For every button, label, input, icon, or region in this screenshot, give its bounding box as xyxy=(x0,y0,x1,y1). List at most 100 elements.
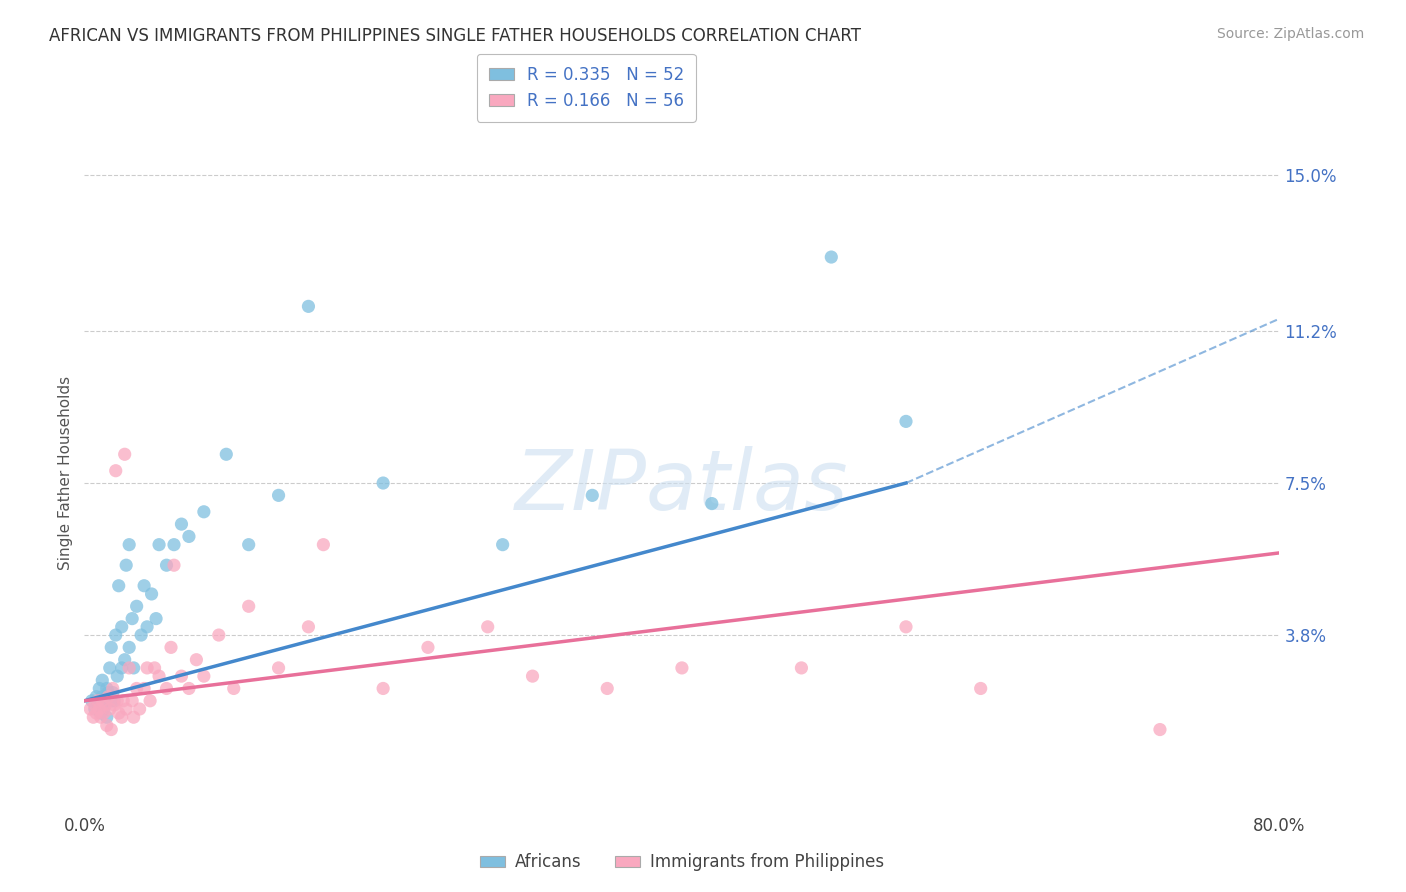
Point xyxy=(103,698,125,712)
Point xyxy=(89,702,111,716)
Point xyxy=(148,669,170,683)
Point xyxy=(163,558,186,573)
Point xyxy=(132,681,156,696)
Point xyxy=(1149,723,1171,737)
Point xyxy=(790,661,813,675)
Point xyxy=(122,710,145,724)
Point xyxy=(89,681,111,696)
Point xyxy=(79,702,101,716)
Text: Source: ZipAtlas.com: Source: ZipAtlas.com xyxy=(1216,27,1364,41)
Point xyxy=(596,681,619,696)
Point xyxy=(111,661,134,675)
Point xyxy=(177,681,200,696)
Point xyxy=(114,447,136,461)
Point xyxy=(91,690,114,704)
Point xyxy=(136,661,159,675)
Point xyxy=(122,661,145,675)
Point xyxy=(170,669,193,683)
Point xyxy=(581,488,603,502)
Legend: Africans, Immigrants from Philippines: Africans, Immigrants from Philippines xyxy=(474,847,890,878)
Point xyxy=(148,538,170,552)
Point xyxy=(96,681,118,696)
Point xyxy=(700,497,723,511)
Point xyxy=(894,414,917,428)
Point xyxy=(894,620,917,634)
Point xyxy=(115,702,138,716)
Point xyxy=(86,690,108,704)
Point xyxy=(90,706,112,720)
Point xyxy=(121,694,143,708)
Point xyxy=(139,694,162,708)
Point xyxy=(111,620,134,634)
Point xyxy=(94,694,117,708)
Point xyxy=(91,694,114,708)
Point xyxy=(125,681,148,696)
Point xyxy=(371,681,394,696)
Point xyxy=(82,710,104,724)
Point xyxy=(297,620,319,634)
Point xyxy=(121,612,143,626)
Point xyxy=(222,681,245,696)
Point xyxy=(267,661,290,675)
Point xyxy=(107,706,129,720)
Point xyxy=(193,669,215,683)
Text: ZIPatlas: ZIPatlas xyxy=(515,446,849,527)
Point xyxy=(89,694,111,708)
Point xyxy=(416,640,439,655)
Point xyxy=(145,612,167,626)
Point xyxy=(297,299,319,313)
Point xyxy=(83,702,105,716)
Point xyxy=(163,538,186,552)
Point xyxy=(112,694,135,708)
Point xyxy=(111,710,134,724)
Point xyxy=(215,447,238,461)
Point xyxy=(115,558,138,573)
Point xyxy=(104,464,127,478)
Point xyxy=(970,681,993,696)
Point xyxy=(93,706,115,720)
Point xyxy=(125,599,148,614)
Point xyxy=(155,558,177,573)
Point xyxy=(87,694,110,708)
Point xyxy=(267,488,290,502)
Point xyxy=(96,718,118,732)
Point xyxy=(128,702,150,716)
Point xyxy=(104,628,127,642)
Point xyxy=(100,723,122,737)
Point xyxy=(371,476,394,491)
Point xyxy=(193,505,215,519)
Point xyxy=(136,620,159,634)
Point xyxy=(98,661,121,675)
Point xyxy=(101,681,124,696)
Point xyxy=(80,694,103,708)
Point xyxy=(98,702,121,716)
Point xyxy=(114,653,136,667)
Point xyxy=(132,579,156,593)
Point xyxy=(105,694,128,708)
Point xyxy=(141,587,163,601)
Point xyxy=(97,690,120,704)
Point xyxy=(96,710,118,724)
Point xyxy=(312,538,335,552)
Point xyxy=(91,673,114,688)
Point xyxy=(160,640,183,655)
Point xyxy=(100,640,122,655)
Point xyxy=(155,681,177,696)
Point xyxy=(83,698,105,712)
Point xyxy=(100,694,122,708)
Point xyxy=(90,710,112,724)
Point xyxy=(105,669,128,683)
Point xyxy=(143,661,166,675)
Point xyxy=(208,628,231,642)
Point xyxy=(103,694,125,708)
Point xyxy=(97,685,120,699)
Point xyxy=(238,599,260,614)
Text: AFRICAN VS IMMIGRANTS FROM PHILIPPINES SINGLE FATHER HOUSEHOLDS CORRELATION CHAR: AFRICAN VS IMMIGRANTS FROM PHILIPPINES S… xyxy=(49,27,862,45)
Point xyxy=(86,706,108,720)
Point xyxy=(107,579,129,593)
Point xyxy=(186,653,208,667)
Point xyxy=(118,661,141,675)
Point xyxy=(129,628,152,642)
Point xyxy=(671,661,693,675)
Point xyxy=(522,669,544,683)
